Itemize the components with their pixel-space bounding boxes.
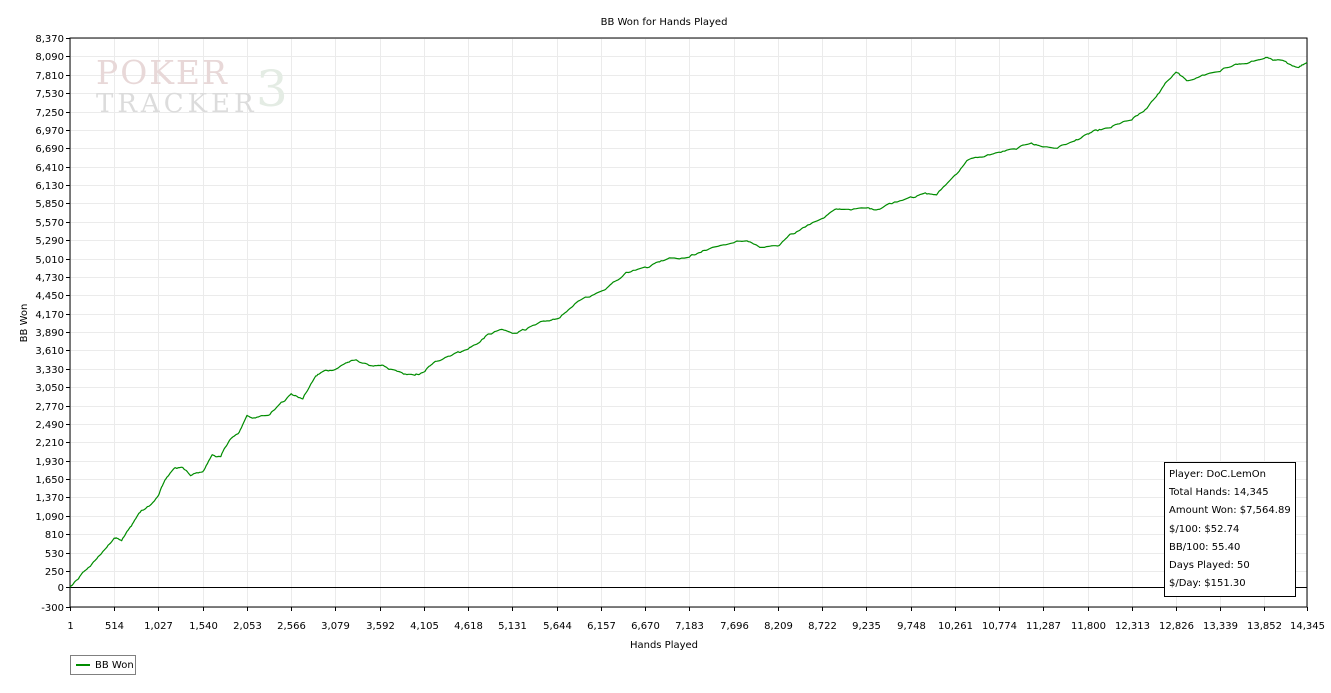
x-tick-label: 6,157 xyxy=(587,621,616,632)
y-tick-label: 4,170 xyxy=(35,310,64,321)
x-tick-label: 6,670 xyxy=(631,621,660,632)
x-axis-ticks: 1 514 1,027 1,540 2,053 2,566 3,079 3,592 4,105 4… xyxy=(67,607,1325,632)
y-tick-label: 2,210 xyxy=(35,438,64,449)
x-tick-label: 9,748 xyxy=(897,621,926,632)
x-tick-label: 514 xyxy=(105,621,124,632)
legend-swatch xyxy=(76,664,90,666)
y-tick-label: 7,810 xyxy=(35,71,64,82)
x-tick-label: 4,618 xyxy=(454,621,483,632)
stat-amount-won: Amount Won: $7,564.89 xyxy=(1169,505,1291,517)
y-tick-label: 1,370 xyxy=(35,493,64,504)
x-tick-label: 1 xyxy=(67,621,73,632)
x-tick-label: 5,644 xyxy=(543,621,572,632)
x-tick-label: 13,339 xyxy=(1203,621,1238,632)
x-tick-label: 13,852 xyxy=(1247,621,1282,632)
player-stats-box: Player: DoC.LemOn Total Hands: 14,345 Am… xyxy=(1164,462,1296,597)
y-tick-label: 8,370 xyxy=(35,34,64,45)
y-tick-label: 5,290 xyxy=(35,236,64,247)
y-tick-label: 1,090 xyxy=(35,512,64,523)
y-tick-label: 3,890 xyxy=(35,328,64,339)
stat-days-played: Days Played: 50 xyxy=(1169,560,1250,572)
watermark-line-poker: POKER xyxy=(96,53,229,92)
y-tick-label: 1,650 xyxy=(35,475,64,486)
y-tick-label: 3,610 xyxy=(35,346,64,357)
x-tick-label: 3,079 xyxy=(321,621,350,632)
y-tick-label: 530 xyxy=(45,549,64,560)
y-tick-label: 5,850 xyxy=(35,199,64,210)
y-tick-label: 810 xyxy=(45,530,64,541)
x-tick-label: 10,774 xyxy=(982,621,1017,632)
watermark-version: 3 xyxy=(256,60,288,118)
y-tick-label: 2,490 xyxy=(35,420,64,431)
x-axis-label: Hands Played xyxy=(630,640,698,651)
y-tick-label: 6,410 xyxy=(35,163,64,174)
x-tick-label: 11,800 xyxy=(1071,621,1106,632)
y-tick-label: 7,250 xyxy=(35,108,64,119)
y-tick-label: 1,930 xyxy=(35,457,64,468)
y-tick-label: 250 xyxy=(45,567,64,578)
grid-lines xyxy=(70,38,1308,608)
x-tick-label: 8,722 xyxy=(808,621,837,632)
x-tick-label: 2,566 xyxy=(277,621,306,632)
stat-player: Player: DoC.LemOn xyxy=(1169,469,1266,480)
pokertracker-logo-watermark: POKER TRACKER 3 xyxy=(96,53,288,119)
y-tick-label: 6,690 xyxy=(35,144,64,155)
y-tick-label: 3,050 xyxy=(35,383,64,394)
y-tick-label: -300 xyxy=(41,603,64,614)
chart-title: BB Won for Hands Played xyxy=(601,17,728,28)
x-tick-label: 3,592 xyxy=(366,621,395,632)
x-tick-label: 14,345 xyxy=(1290,621,1325,632)
y-tick-label: 0 xyxy=(58,583,64,594)
x-tick-label: 8,209 xyxy=(764,621,793,632)
stat-dollars-per-day: $/Day: $151.30 xyxy=(1169,578,1246,590)
y-tick-label: 2,770 xyxy=(35,402,64,413)
x-tick-label: 7,183 xyxy=(675,621,704,632)
y-tick-label: 8,090 xyxy=(35,52,64,63)
y-tick-label: 5,010 xyxy=(35,255,64,266)
x-tick-label: 9,235 xyxy=(852,621,881,632)
x-tick-label: 5,131 xyxy=(498,621,527,632)
chart-legend: BB Won xyxy=(70,655,136,675)
watermark-line-tracker: TRACKER xyxy=(96,89,258,119)
y-tick-label: 3,330 xyxy=(35,365,64,376)
stat-bb-per-100: BB/100: 55.40 xyxy=(1169,541,1241,553)
series-line-bb-won xyxy=(69,56,1308,588)
x-tick-label: 1,027 xyxy=(144,621,173,632)
x-tick-label: 1,540 xyxy=(189,621,218,632)
x-tick-label: 10,261 xyxy=(938,621,973,632)
y-tick-label: 6,130 xyxy=(35,181,64,192)
x-tick-label: 11,287 xyxy=(1026,621,1061,632)
y-tick-label: 4,730 xyxy=(35,273,64,284)
y-tick-label: 7,530 xyxy=(35,89,64,100)
plot-area xyxy=(69,37,1308,608)
x-tick-label: 12,826 xyxy=(1159,621,1194,632)
x-tick-label: 2,053 xyxy=(233,621,262,632)
y-tick-label: 4,450 xyxy=(35,291,64,302)
stat-total-hands: Total Hands: 14,345 xyxy=(1169,487,1269,499)
y-tick-label: 6,970 xyxy=(35,126,64,137)
y-axis-label: BB Won xyxy=(19,304,30,343)
x-tick-label: 4,105 xyxy=(410,621,439,632)
y-tick-label: 5,570 xyxy=(35,218,64,229)
legend-label: BB Won xyxy=(95,659,134,671)
stat-dollars-per-100: $/100: $52.74 xyxy=(1169,523,1240,535)
y-axis-ticks: -300 0 250 530 810 1,090 1,370 1,650 1,930 2,210 2… xyxy=(35,34,70,614)
x-tick-label: 7,696 xyxy=(720,621,749,632)
x-tick-label: 12,313 xyxy=(1115,621,1150,632)
